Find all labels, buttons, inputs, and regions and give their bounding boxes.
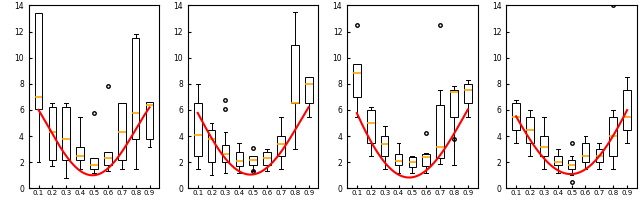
PathPatch shape xyxy=(353,64,361,97)
PathPatch shape xyxy=(194,103,202,156)
PathPatch shape xyxy=(146,102,154,139)
PathPatch shape xyxy=(263,152,271,165)
PathPatch shape xyxy=(90,158,98,169)
PathPatch shape xyxy=(118,103,125,160)
PathPatch shape xyxy=(305,77,312,103)
PathPatch shape xyxy=(623,90,631,130)
PathPatch shape xyxy=(208,130,216,162)
PathPatch shape xyxy=(526,117,534,143)
PathPatch shape xyxy=(568,160,575,169)
PathPatch shape xyxy=(395,154,403,165)
PathPatch shape xyxy=(450,90,458,117)
PathPatch shape xyxy=(104,152,112,165)
PathPatch shape xyxy=(422,154,430,166)
PathPatch shape xyxy=(609,117,617,156)
PathPatch shape xyxy=(595,149,603,162)
PathPatch shape xyxy=(76,147,84,160)
PathPatch shape xyxy=(35,13,42,109)
PathPatch shape xyxy=(49,107,56,160)
PathPatch shape xyxy=(554,156,561,165)
PathPatch shape xyxy=(381,136,388,156)
PathPatch shape xyxy=(132,38,140,139)
PathPatch shape xyxy=(512,103,520,130)
PathPatch shape xyxy=(540,136,548,156)
PathPatch shape xyxy=(291,45,299,103)
PathPatch shape xyxy=(236,152,243,166)
PathPatch shape xyxy=(464,84,472,103)
PathPatch shape xyxy=(221,145,229,162)
PathPatch shape xyxy=(63,107,70,160)
PathPatch shape xyxy=(250,156,257,165)
PathPatch shape xyxy=(277,136,285,156)
PathPatch shape xyxy=(582,143,589,162)
PathPatch shape xyxy=(408,157,416,168)
PathPatch shape xyxy=(367,110,374,143)
PathPatch shape xyxy=(436,105,444,158)
